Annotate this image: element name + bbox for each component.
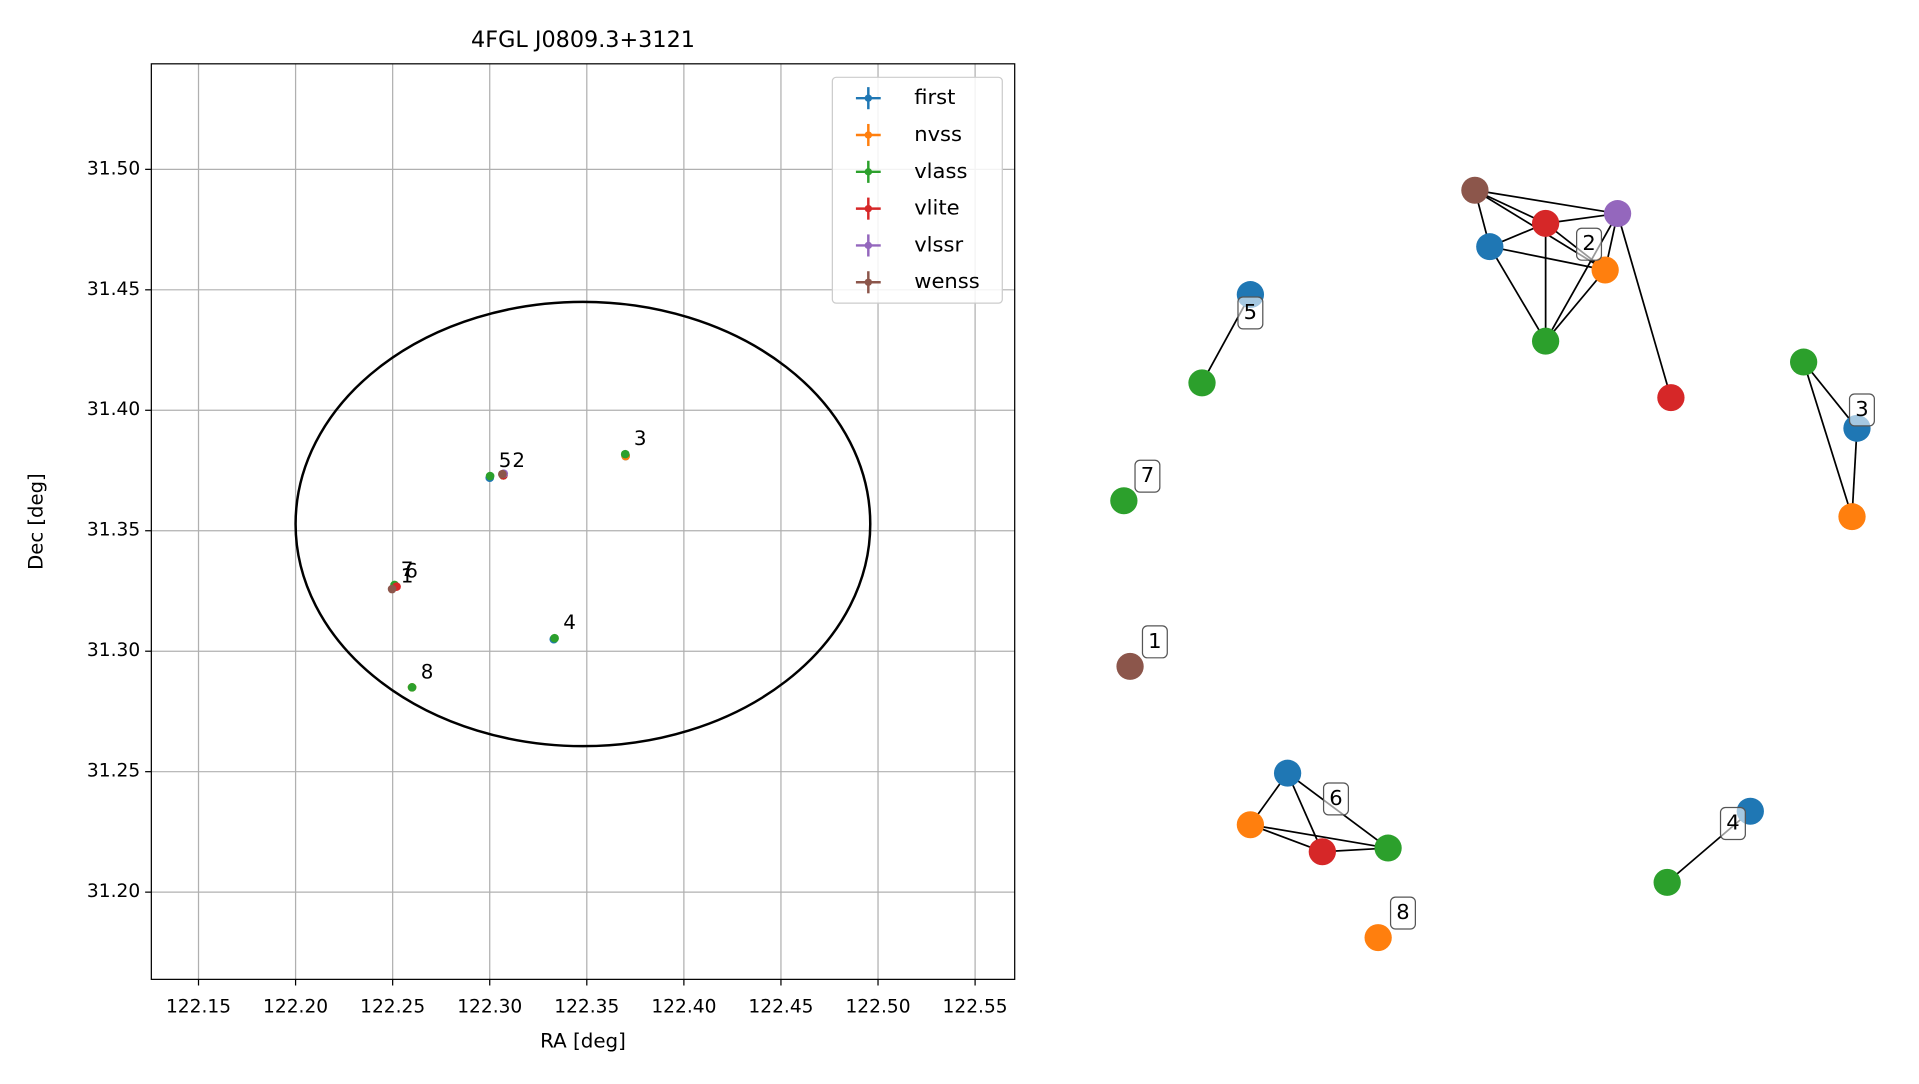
- node: [1273, 759, 1302, 787]
- node: [1591, 256, 1619, 284]
- legend-label: vlssr: [914, 233, 963, 257]
- edge: [1286, 772, 1324, 853]
- y-tick-label: 31.20: [87, 881, 140, 902]
- edge: [1802, 361, 1858, 429]
- group-label: 6: [1329, 786, 1342, 810]
- node: [1653, 868, 1681, 896]
- group-label: 3: [1855, 397, 1868, 421]
- data-point: [498, 469, 507, 479]
- annotation: 8: [421, 660, 434, 683]
- legend-marker: [864, 94, 873, 102]
- x-tick-label: 122.30: [457, 997, 522, 1018]
- node: [1838, 503, 1866, 531]
- node: [1116, 652, 1144, 680]
- legend-label: vlass: [914, 159, 967, 183]
- node: [1476, 233, 1504, 261]
- group-label-box: [1134, 459, 1161, 493]
- group-label: 8: [1396, 900, 1409, 924]
- data-point: [387, 584, 397, 594]
- edge: [1802, 361, 1853, 517]
- chart-title: 4FGL J0809.3+3121: [471, 27, 695, 53]
- legend-label: vlite: [914, 196, 959, 220]
- x-tick-label: 122.15: [166, 997, 231, 1018]
- annotation: 1: [401, 565, 414, 588]
- data-point: [550, 633, 559, 643]
- error-ellipse: [294, 300, 872, 748]
- group-label-box: [1322, 782, 1350, 816]
- annotation: 6: [405, 560, 418, 583]
- node: [1110, 487, 1138, 515]
- group-label-box: [1576, 227, 1603, 261]
- node: [1374, 834, 1402, 862]
- group-label: 4: [1726, 811, 1739, 835]
- y-tick-label: 31.35: [87, 520, 140, 541]
- group-label-box: [1719, 806, 1746, 841]
- x-tick-label: 122.40: [651, 997, 716, 1018]
- x-axis-label: RA [deg]: [540, 1030, 626, 1053]
- edge: [1544, 213, 1619, 342]
- group-label: 2: [1582, 231, 1595, 255]
- group-label-box: [1141, 625, 1168, 659]
- node: [1531, 327, 1560, 355]
- node: [1461, 176, 1489, 204]
- data-point: [407, 683, 417, 692]
- edge: [1474, 189, 1618, 215]
- node: [1364, 924, 1392, 952]
- group-label: 5: [1244, 300, 1257, 324]
- y-tick-label: 31.25: [87, 761, 140, 782]
- legend-marker: [864, 204, 873, 213]
- legend-label: first: [914, 85, 955, 109]
- group-label: 7: [1141, 463, 1154, 487]
- edge: [1616, 213, 1672, 398]
- edge: [1489, 245, 1606, 271]
- node: [1236, 811, 1265, 839]
- data-point: [620, 449, 630, 459]
- node: [1603, 200, 1632, 228]
- legend-marker: [864, 278, 873, 286]
- x-tick-label: 122.50: [845, 997, 910, 1018]
- node: [1789, 348, 1818, 376]
- node: [1531, 209, 1560, 237]
- plot-frame: [150, 63, 1016, 980]
- group-label-box: [1237, 296, 1264, 330]
- group-label: 1: [1148, 629, 1161, 653]
- x-tick-label: 122.35: [554, 997, 619, 1018]
- y-tick-label: 31.50: [87, 158, 140, 179]
- edge: [1250, 823, 1389, 849]
- annotation: 3: [634, 427, 647, 450]
- y-tick-label: 31.30: [87, 640, 140, 661]
- x-tick-label: 122.20: [263, 997, 328, 1018]
- x-tick-label: 122.25: [360, 997, 425, 1018]
- node: [1188, 369, 1216, 397]
- legend-marker: [864, 168, 873, 176]
- y-tick-label: 31.45: [87, 279, 140, 300]
- legend-marker: [864, 131, 873, 139]
- group-label-box: [1848, 393, 1875, 427]
- annotation: 7: [401, 558, 414, 581]
- x-tick-label: 122.45: [748, 997, 813, 1018]
- legend-label: nvss: [914, 122, 962, 146]
- group-label-box: [1389, 896, 1416, 930]
- annotation: 4: [563, 611, 576, 634]
- legend-marker: [864, 241, 873, 250]
- y-axis-label: Dec [deg]: [25, 473, 48, 570]
- edge: [1851, 428, 1858, 517]
- node: [1308, 838, 1336, 866]
- edge: [1544, 269, 1606, 342]
- node: [1657, 384, 1685, 412]
- annotation: 5: [499, 449, 512, 472]
- y-tick-label: 31.40: [87, 399, 140, 420]
- legend-label: wenss: [914, 269, 980, 293]
- data-point: [485, 471, 495, 481]
- annotation: 2: [512, 449, 525, 472]
- x-tick-label: 122.55: [943, 997, 1008, 1018]
- edge: [1489, 246, 1547, 342]
